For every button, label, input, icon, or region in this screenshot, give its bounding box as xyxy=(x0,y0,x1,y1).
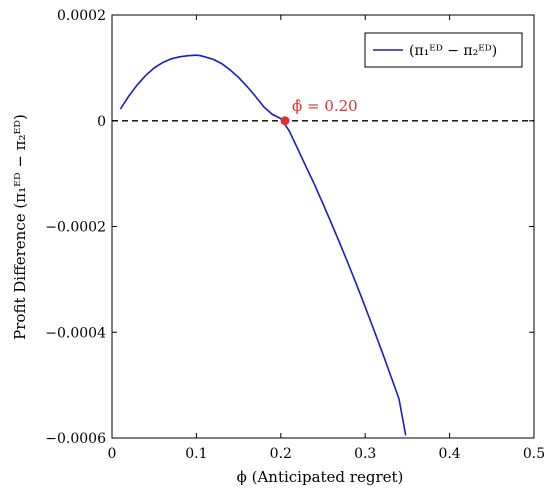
y-tick-label: −0.0006 xyxy=(45,431,106,447)
x-tick-label: 0.5 xyxy=(523,446,545,462)
plot-area xyxy=(111,14,535,439)
x-tick-label: 0.3 xyxy=(354,446,376,462)
x-tick-label: 0.2 xyxy=(270,446,292,462)
y-tick-label: −0.0004 xyxy=(45,325,106,341)
axis-ticks: 0 0.1 0.2 0.3 0.4 0.5 0.0002 0 −0.0002 −0.0004 −0.… xyxy=(45,8,545,462)
y-axis-label: Profit Difference (π₁ᴱᴰ − π₂ᴱᴰ) xyxy=(11,114,29,340)
y-tick-label: 0 xyxy=(97,114,106,130)
series-line-profit-difference xyxy=(119,54,407,436)
x-tick-label: 0 xyxy=(108,446,117,462)
plot-frame xyxy=(111,14,535,439)
y-tick-label: 0.0002 xyxy=(57,8,106,24)
y-tick-label: −0.0002 xyxy=(45,220,106,236)
x-axis-label: ϕ (Anticipated regret) xyxy=(237,468,404,486)
x-tick-label: 0.1 xyxy=(185,446,207,462)
legend: (π₁ᴱᴰ − π₂ᴱᴰ) xyxy=(364,32,523,68)
threshold-label: ϕ̂ = 0.20 xyxy=(292,97,358,115)
threshold-point xyxy=(280,116,290,126)
legend-label: (π₁ᴱᴰ − π₂ᴱᴰ) xyxy=(409,43,497,59)
x-tick-label: 0.4 xyxy=(438,446,460,462)
